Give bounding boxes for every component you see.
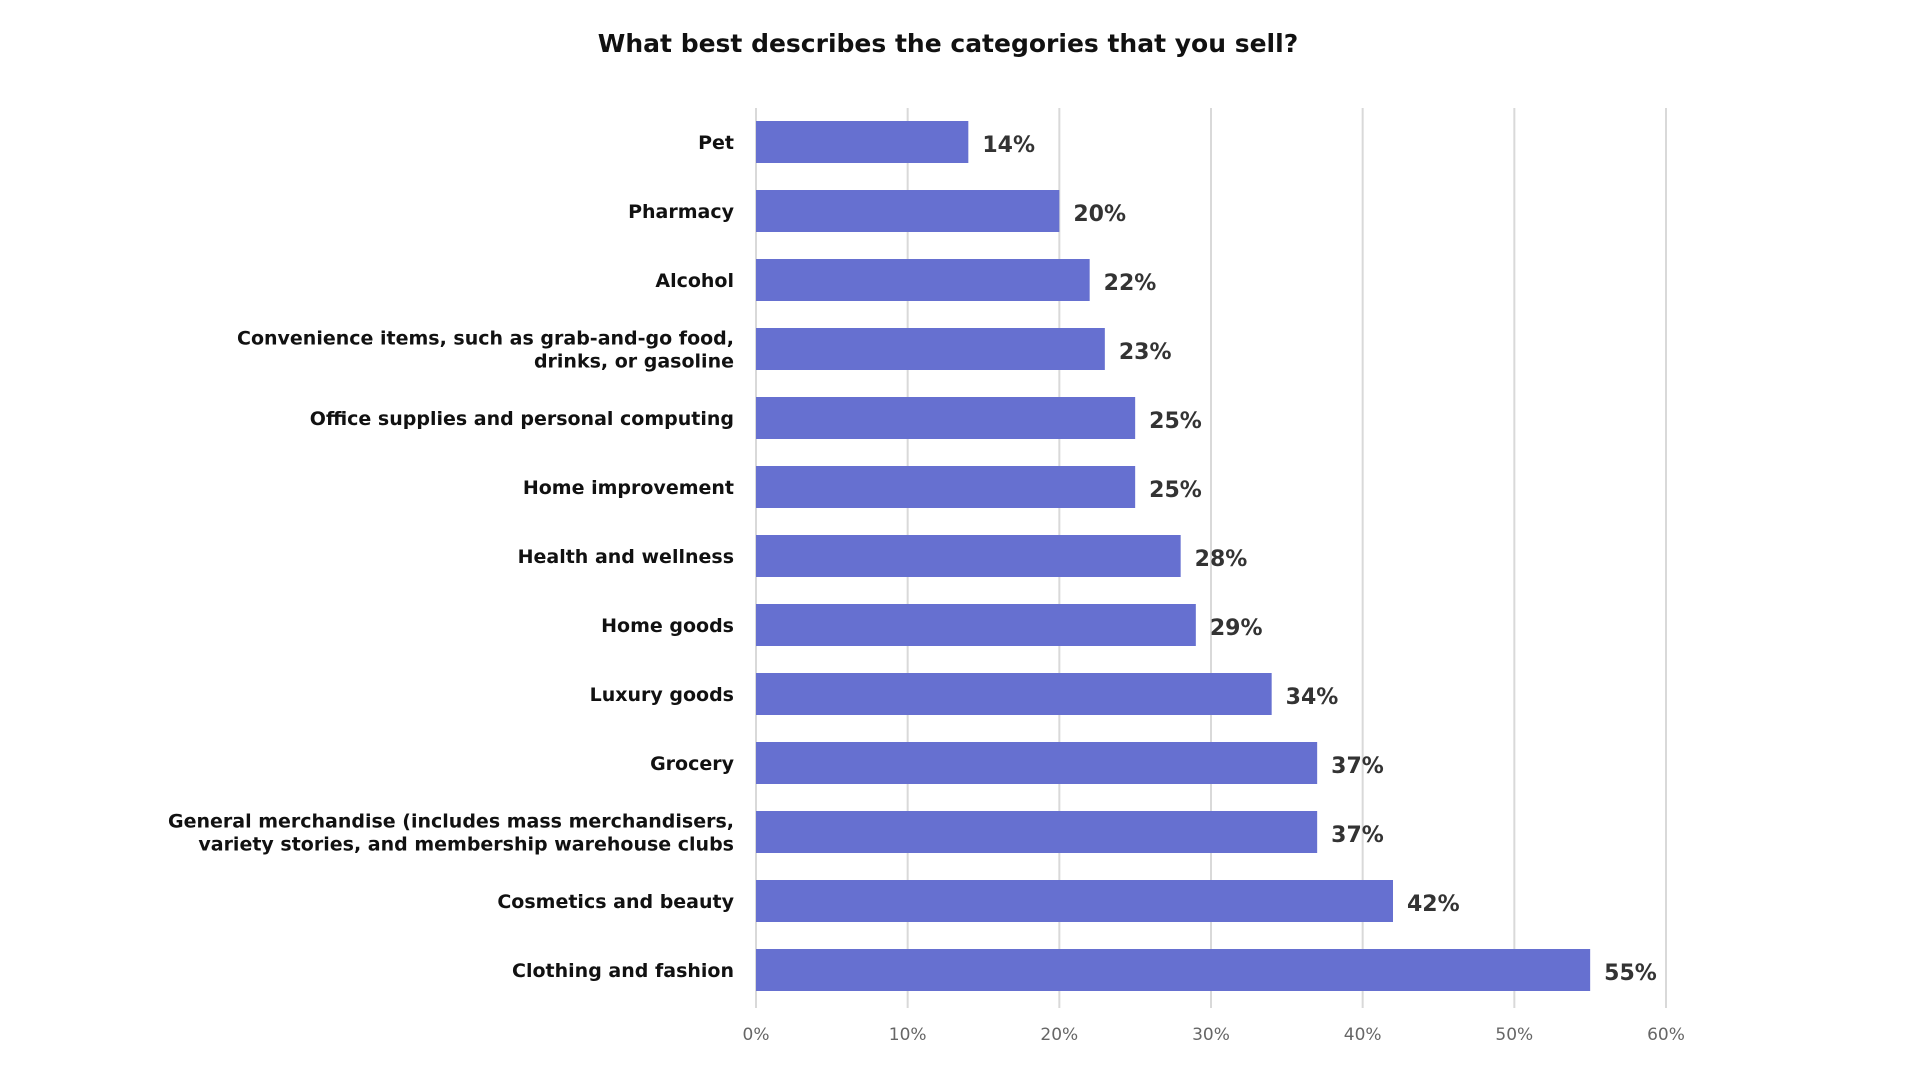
data-label: 28% [1195,547,1248,572]
bar [756,742,1318,784]
x-tick-label: 0% [743,1025,770,1045]
data-label: 25% [1149,478,1202,503]
bar [756,259,1090,301]
bar [756,535,1181,577]
data-label: 42% [1407,892,1460,917]
bar [756,949,1591,991]
category-label: Office supplies and personal computing [310,408,734,430]
category-label: Grocery [650,753,735,775]
category-label: Home goods [601,615,734,637]
bar [756,121,969,163]
chart-title: What best describes the categories that … [598,29,1298,58]
bar [756,466,1136,508]
data-label: 37% [1331,754,1384,779]
category-label: Clothing and fashion [512,960,734,982]
x-tick-label: 20% [1040,1025,1078,1045]
data-label: 14% [982,133,1035,158]
bar [756,880,1393,922]
bar [756,190,1060,232]
data-label: 55% [1604,961,1657,986]
bar [756,811,1318,853]
data-label: 20% [1073,202,1126,227]
category-label: variety stories, and membership warehous… [198,834,734,856]
data-label: 23% [1119,340,1172,365]
x-tick-label: 60% [1647,1025,1685,1045]
bars [756,121,1591,991]
category-label: Luxury goods [590,684,734,706]
category-label: Health and wellness [518,546,734,568]
x-tick-label: 10% [889,1025,927,1045]
data-label: 29% [1210,616,1263,641]
data-label: 25% [1149,409,1202,434]
category-label: Pet [698,132,734,154]
data-label: 22% [1104,271,1157,296]
category-labels: Pet Pharmacy Alcohol Convenience items, suc… [168,132,735,982]
category-label: General merchandise (includes mass merch… [168,811,734,833]
x-tick-label: 40% [1344,1025,1382,1045]
category-label: drinks, or gasoline [534,351,734,373]
category-label: Alcohol [655,270,734,292]
category-label: Convenience items, such as grab-and-go f… [237,328,734,350]
data-label: 34% [1286,685,1339,710]
x-axis-ticks: 0% 10% 20% 30% 40% 50% 60% [743,1025,1685,1045]
data-labels: 14% 20% 22% 23% 25% 25% 28% 29% 34% 37% 37% 42% 55% [982,133,1657,986]
bar [756,673,1272,715]
bar [756,397,1136,439]
category-label: Pharmacy [628,201,735,223]
category-label: Home improvement [523,477,734,499]
bar [756,328,1105,370]
category-label: Cosmetics and beauty [497,891,734,913]
data-label: 37% [1331,823,1384,848]
x-tick-label: 30% [1192,1025,1230,1045]
x-tick-label: 50% [1495,1025,1533,1045]
bar [756,604,1196,646]
